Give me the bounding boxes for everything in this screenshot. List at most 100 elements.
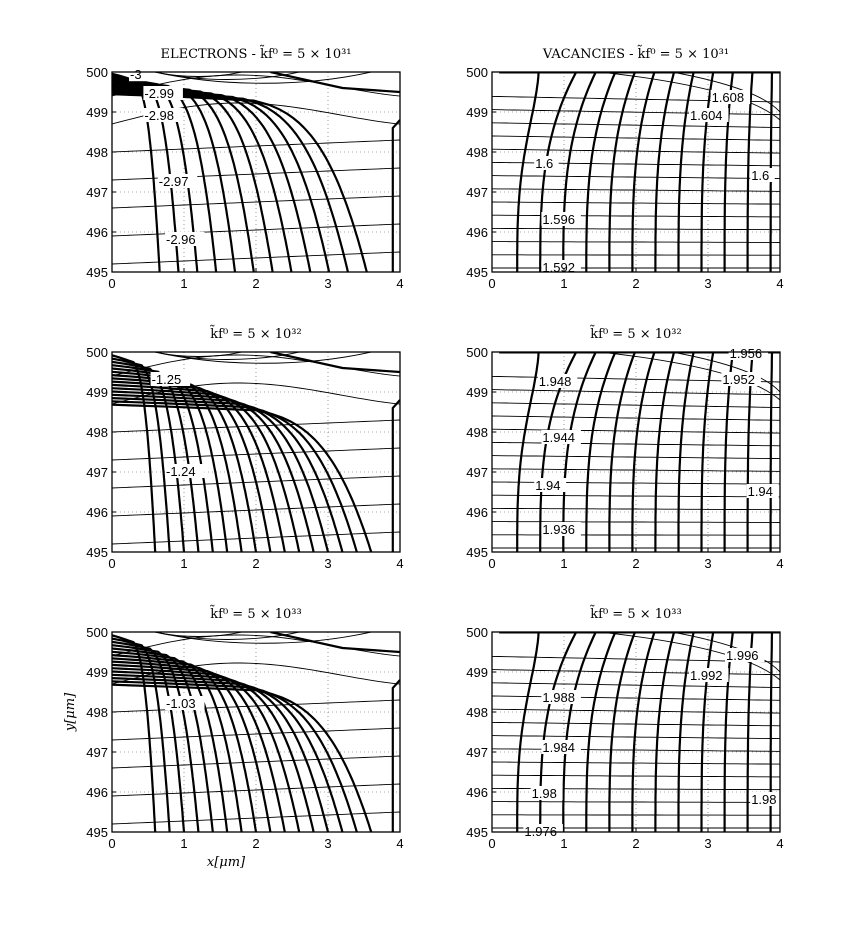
streamline [112,403,373,552]
potential-contour [599,352,780,401]
potential-contour [155,632,372,644]
potential-contour [112,382,400,405]
contour-label-bg [689,668,729,682]
potential-contour [492,748,780,752]
potential-contour [492,428,780,434]
y-tick-label: 498 [86,705,108,720]
potential-contour [492,507,780,511]
streamline [112,397,344,552]
contour-lines [492,632,780,832]
contour-label: 1.98 [532,786,557,801]
streamline [654,72,676,272]
y-tick-label: 497 [466,465,488,480]
contour-label-bg [129,67,146,82]
streamline [112,670,315,832]
potential-contour [492,682,780,688]
x-tick-label: 0 [108,836,115,851]
y-tick-label: 500 [466,625,488,640]
x-tick-label: 1 [560,556,567,571]
contour-label-bg [710,90,751,104]
contour-label-bg [541,690,581,704]
y-tick-label: 499 [466,385,488,400]
contour-label-bg [143,86,183,100]
potential-contour [492,494,780,498]
streamline [539,72,578,272]
streamline [112,93,368,272]
streamline [112,680,358,832]
panel-3: k̃f⁰ = 5 × 10³² -1.25 -1.24 0 1 2 3 4 495 496 497 4… [86,325,403,571]
streamline [746,632,754,832]
potential-contour [492,695,780,701]
contour-label-bg [523,824,563,838]
streamline [562,632,597,832]
contour-label-bg [728,346,769,360]
x-tick-label: 0 [488,556,495,571]
streamline [677,352,695,552]
potential-contour [112,811,400,825]
x-tick-label: 3 [704,276,711,291]
streamline [112,663,286,832]
y-tick-label: 497 [86,185,108,200]
potential-contour [112,195,400,209]
y-tick-label: 500 [86,65,108,80]
contour-label-bg [725,648,765,662]
panel-title: ELECTRONS - k̃f⁰ = 5 × 10³¹ [160,45,351,62]
x-tick-label: 2 [632,556,639,571]
streamline [700,632,715,832]
x-tick-label: 3 [324,556,331,571]
contour-label-bg [541,260,581,274]
contour-label-bg [534,478,567,492]
potential-contour [492,148,780,154]
streamline [112,383,286,552]
streamline [585,632,617,832]
x-tick-label: 2 [252,556,259,571]
contour-label-bg [541,740,581,754]
contour-label-bg [534,156,559,170]
streamline [700,352,715,552]
contour-label-bg [165,696,205,710]
streamline [112,87,312,272]
contour-label: 1.608 [712,90,745,105]
y-tick-label: 498 [466,425,488,440]
x-tick-label: 2 [252,276,259,291]
y-tick-label: 500 [466,65,488,80]
contour-label: 1.94 [535,478,560,493]
y-tick-label: 496 [86,225,108,240]
x-tick-label: 1 [560,276,567,291]
contour-label: -3 [130,67,142,82]
streamline [270,352,400,374]
y-tick-label: 498 [86,145,108,160]
potential-contour [112,167,400,181]
contour-label-bg [746,484,779,498]
contour-label: 1.6 [535,156,553,171]
streamline [112,667,301,832]
y-tick-label: 498 [466,145,488,160]
contour-label-bg [541,522,581,536]
streamline [608,632,637,832]
potential-contour [112,755,400,769]
contour-label: -2.97 [159,174,189,189]
contour-label-bg [150,372,191,386]
potential-contour [112,531,400,545]
panel-title: k̃f⁰ = 5 × 10³³ [210,605,302,622]
potential-contour [492,455,780,460]
streamline [112,357,171,552]
panel-2: VACANCIES - k̃f⁰ = 5 × 10³¹1.6081.6041.6… [466,45,783,291]
contour-label-bg [537,374,578,388]
potential-contour [112,251,400,265]
x-tick-label: 0 [488,276,495,291]
x-tick-label: 3 [704,556,711,571]
potential-contour [492,109,780,116]
potential-contour [492,188,780,192]
potential-contour [112,354,400,377]
streamline [112,82,255,272]
streamline [112,637,171,832]
streamline [562,72,597,272]
potential-contour [112,699,400,713]
streamline [631,72,656,272]
x-tick-label: 1 [180,276,187,291]
contour-label: 1.6 [751,168,769,183]
potential-contour [492,241,780,243]
